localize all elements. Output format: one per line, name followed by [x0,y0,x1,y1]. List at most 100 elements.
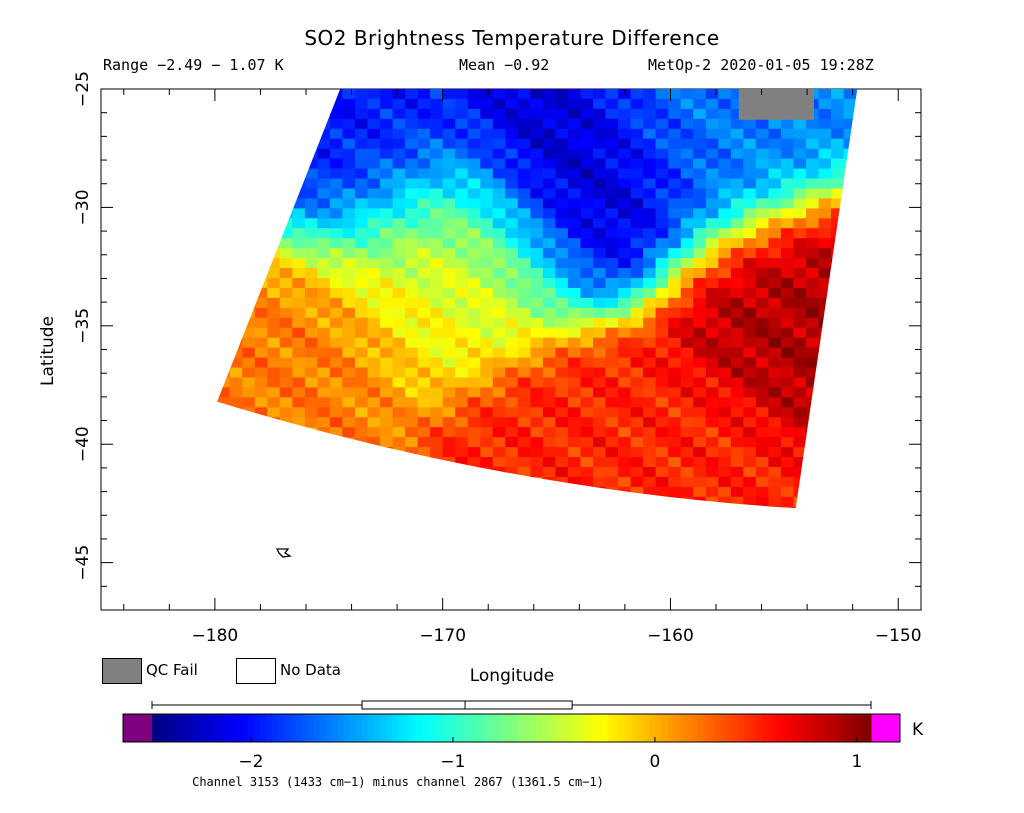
colorbar-segment [152,714,159,742]
heatmap-cell [618,367,632,378]
heatmap-cell [567,89,581,100]
heatmap-cell [230,527,243,538]
heatmap-cell [517,158,531,170]
colorbar-segment [535,714,542,742]
heatmap-cell [217,506,218,509]
heatmap-cell [192,437,205,448]
heatmap-cell [505,327,519,339]
heatmap-cell [856,467,858,478]
heatmap-cell [505,337,519,349]
heatmap-cell [856,98,858,110]
heatmap-cell [380,527,393,538]
heatmap-cell [342,118,356,130]
heatmap-cell [229,208,243,219]
heatmap-cell [693,118,707,130]
heatmap-cell [455,98,469,110]
heatmap-cell [730,208,744,219]
heatmap-cell [355,447,369,458]
heatmap-cell [292,327,306,339]
heatmap-cell [831,287,845,299]
heatmap-cell [680,168,694,180]
heatmap-cell [417,208,431,219]
heatmap-cell [668,496,682,508]
heatmap-cell [755,158,769,170]
heatmap-cell [292,98,306,110]
heatmap-cell [780,178,794,189]
heatmap-cell [517,457,531,468]
heatmap-cell [593,278,607,289]
heatmap-cell [580,188,594,199]
heatmap-cell [417,238,431,249]
heatmap-cell [492,208,506,219]
colorbar-segment [613,714,620,742]
heatmap-cell [505,248,519,259]
heatmap-cell [618,238,632,249]
heatmap-cell [217,317,231,329]
heatmap-cell [505,98,519,110]
heatmap-cell [605,287,619,299]
heatmap-cell [467,188,481,199]
heatmap-cell [480,377,494,388]
heatmap-cell [430,98,444,110]
heatmap-cell [417,506,431,509]
heatmap-cell [555,138,569,150]
heatmap-cell [217,258,231,269]
heatmap-cell [542,397,556,408]
heatmap-cell [630,168,644,180]
heatmap-cell [869,308,882,319]
heatmap-cell [818,268,832,279]
colorbar-segment [865,714,872,742]
heatmap-cell [655,89,669,100]
heatmap-cell [530,476,544,488]
heatmap-cell [593,437,607,448]
heatmap-cell [567,496,581,508]
heatmap-cell [593,208,607,219]
heatmap-cell [605,108,619,120]
heatmap-cell [242,268,256,279]
heatmap-cell [542,457,556,468]
heatmap-cell [480,297,494,309]
heatmap-cell [555,268,569,279]
heatmap-cell [743,407,757,418]
heatmap-cell [581,517,594,528]
heatmap-cell [242,218,256,229]
heatmap-cell [618,327,632,339]
heatmap-cell [605,317,619,329]
heatmap-cell [442,208,456,219]
heatmap-cell [730,178,744,189]
heatmap-cell [593,337,607,349]
heatmap-cell [856,148,858,160]
colorbar-segment [319,714,327,742]
heatmap-cell [304,397,318,408]
heatmap-cell [755,287,769,299]
heatmap-cell [530,457,544,468]
colorbar-segment [187,714,195,742]
heatmap-cell [254,307,268,319]
heatmap-cell [655,476,669,488]
heatmap-cell [768,517,781,528]
heatmap-cell [192,89,205,100]
heatmap-cell [705,148,719,160]
heatmap-cell [856,208,858,219]
heatmap-cell [267,268,281,279]
colorbar-unit: K [912,720,924,740]
heatmap-cell [580,208,594,219]
heatmap-cell [192,149,205,160]
heatmap-cell [705,307,719,319]
heatmap-cell [517,268,531,279]
heatmap-cell [380,118,394,130]
heatmap-cell [530,218,544,229]
heatmap-cell [806,447,820,458]
heatmap-cell [643,258,657,269]
heatmap-cell [856,128,858,140]
heatmap-cell [229,238,243,249]
heatmap-cell [405,506,419,509]
heatmap-cell [680,128,694,140]
heatmap-cell [492,397,506,408]
colorbar-segment [757,714,764,742]
heatmap-cell [856,337,858,349]
heatmap-cell [705,168,719,180]
heatmap-cell [655,317,669,329]
heatmap-cell [618,287,632,299]
heatmap-cell [593,168,607,180]
